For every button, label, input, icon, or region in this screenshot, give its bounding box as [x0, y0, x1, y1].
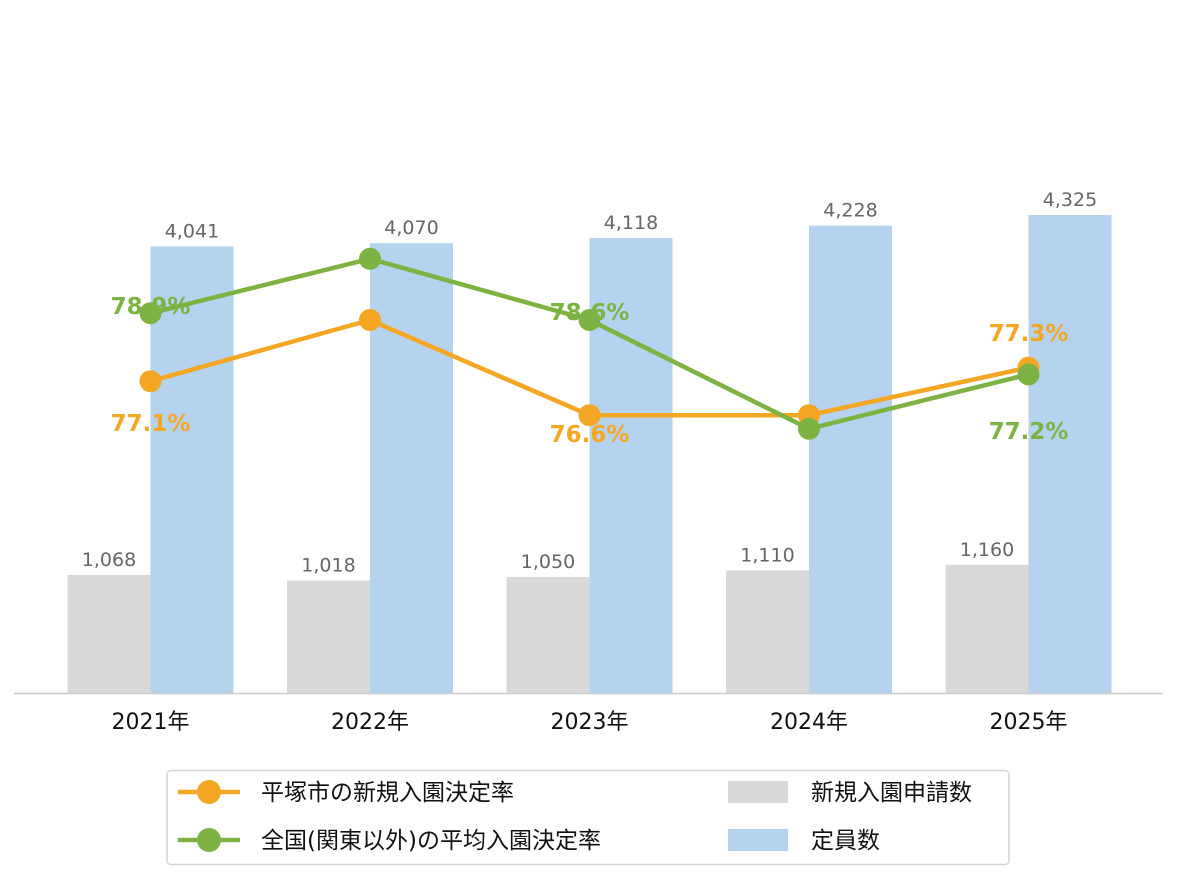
bar-value-label: 4,070	[384, 217, 438, 239]
bar-capacity-0	[150, 246, 234, 693]
line-value-label: 77.2%	[989, 419, 1069, 445]
lines-layer: 77.1% 76.6% 77.3% 78.9% 78.6% 77.2%	[111, 247, 1069, 448]
line-point-0-0	[139, 370, 162, 393]
line-point-1-2	[578, 309, 601, 331]
bar-value-label: 4,041	[165, 220, 219, 242]
bar-applications-1	[287, 580, 370, 693]
line-point-1-3	[798, 417, 820, 440]
legend-label: 新規入園申請数	[811, 780, 972, 806]
line-value-label: 77.3%	[989, 321, 1069, 347]
bar-capacity-4	[1028, 215, 1112, 693]
bar-applications-0	[67, 574, 151, 693]
x-tick-labels: 2021年 2022年 2023年 2024年 2025年	[112, 710, 1068, 735]
bar-applications-4	[945, 564, 1029, 693]
bar-applications-3	[726, 570, 809, 693]
legend-box	[166, 769, 1010, 866]
line-value-label: 77.1%	[111, 411, 191, 437]
bar-capacity-1	[370, 243, 453, 693]
line-value-label: 76.6%	[550, 422, 630, 448]
legend-marker-swatch	[197, 828, 221, 852]
legend-label: 定員数	[811, 828, 880, 854]
x-tick-label: 2024年	[770, 710, 848, 735]
line-point-0-1	[359, 309, 381, 331]
x-tick-label: 2022年	[331, 710, 409, 735]
bar-value-label: 1,068	[82, 549, 136, 571]
line-point-1-4	[1017, 363, 1040, 386]
x-tick-label: 2021年	[112, 710, 190, 735]
bar-value-label: 4,118	[604, 212, 658, 234]
line-point-1-0	[139, 302, 162, 325]
bar-value-label: 4,228	[823, 200, 877, 222]
bar-value-label: 1,018	[301, 554, 355, 576]
bar-value-label: 1,160	[960, 539, 1014, 561]
legend-label: 全国(関東以外)の平均入園決定率	[261, 828, 601, 854]
bar-value-label: 1,050	[521, 551, 575, 573]
legend-bar-swatch	[728, 829, 788, 851]
bar-value-label: 4,325	[1043, 189, 1097, 211]
legend-bar-swatch	[728, 781, 788, 803]
line-point-0-2	[578, 404, 601, 427]
legend-marker-swatch	[197, 780, 221, 804]
line-value-label: 78.6%	[550, 300, 630, 326]
line-value-label: 78.9%	[111, 294, 191, 320]
bar-capacity-3	[809, 225, 892, 693]
x-tick-label: 2025年	[990, 710, 1068, 735]
line-point-1-1	[359, 247, 381, 270]
x-tick-label: 2023年	[551, 710, 629, 735]
bar-capacity-2	[589, 237, 673, 693]
bar-value-label: 1,110	[740, 544, 794, 566]
bars-layer: 1,068 1,018 1,050 1,110 1,160 4,041 4,070 4,118…	[67, 189, 1112, 693]
bar-applications-2	[506, 576, 590, 693]
legend-label: 平塚市の新規入園決定率	[261, 780, 514, 806]
